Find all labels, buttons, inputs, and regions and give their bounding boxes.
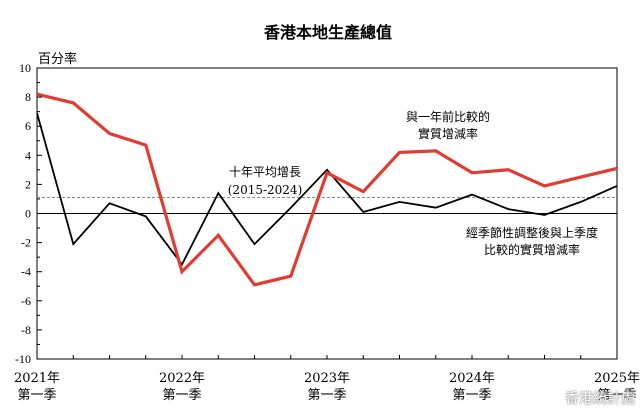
x-tick-label-year: 2023年 [304,371,350,386]
series-black-label-line1: 經季節性調整後與上季度 [466,225,598,240]
y-tick-label: -2 [21,236,31,250]
chart-title: 香港本地生產總值 [263,23,392,42]
series-line-quarter-on-quarter [36,112,618,267]
y-tick-label: 8 [25,90,31,104]
wechat-icon [541,390,561,406]
x-tick-label-quarter: 第一季 [307,388,346,403]
reference-label-line2: (2015-2024) [228,183,303,197]
series-red-label-line1: 與一年前比較的 [406,109,490,124]
y-tick-label: 4 [25,148,31,162]
y-tick-label: 2 [25,177,31,191]
series-black-label-line2: 比較的實質增減率 [484,242,580,257]
reference-label-line1: 十年平均增長 [229,165,301,179]
y-axis-label: 百分率 [38,51,77,67]
y-tick-label: 0 [25,207,31,221]
watermark: 香港統計處 [541,388,635,408]
x-tick-label-year: 2021年 [14,371,60,386]
y-tick-label: -8 [21,323,31,337]
series-group [36,92,618,287]
y-tick-label: -10 [15,352,31,366]
x-tick-label-year: 2025年 [594,371,640,386]
series-line-year-on-year [36,92,618,287]
x-tick-label-quarter: 第一季 [452,388,491,403]
x-tick-label-quarter: 第一季 [597,388,636,403]
watermark-text: 香港統計處 [565,391,635,407]
y-tick-label: -6 [21,294,31,308]
y-tick-label: -4 [21,265,31,279]
series-red-label-line2: 實質增減率 [418,126,478,141]
x-tick-label-quarter: 第一季 [17,388,56,403]
y-tick-label: 10 [19,61,31,75]
x-tick-label-year: 2022年 [159,371,205,386]
x-tick-label-quarter: 第一季 [162,388,201,403]
y-tick-label: 6 [25,119,31,133]
x-tick-label-year: 2024年 [449,371,495,386]
